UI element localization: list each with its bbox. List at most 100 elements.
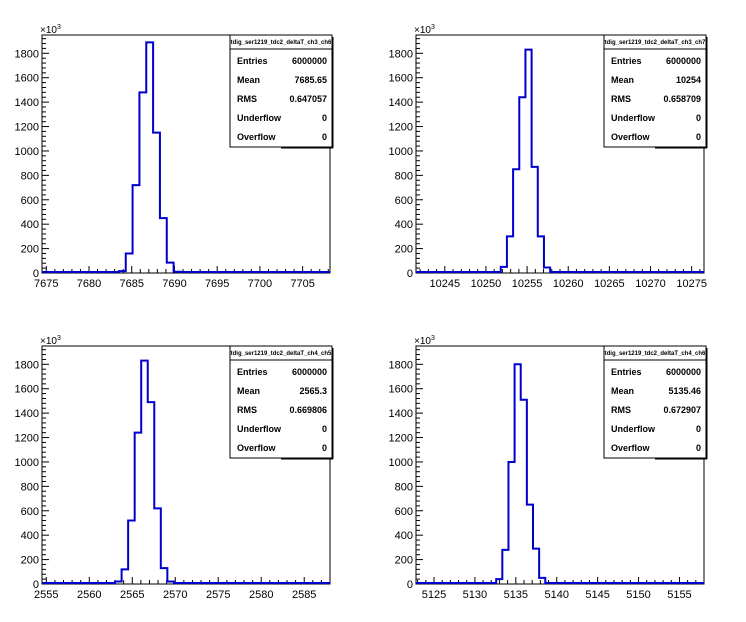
stats-label: Underflow	[237, 113, 282, 123]
y-tick-label: 600	[21, 506, 39, 518]
stats-value: 0	[322, 113, 327, 123]
y-tick-label: 1600	[389, 384, 413, 396]
x-tick-label: 10265	[594, 278, 625, 290]
stats-label: Overflow	[611, 443, 651, 453]
stats-label: RMS	[611, 94, 631, 104]
y-multiplier-label: ×103	[40, 335, 61, 347]
stats-value: 7685.65	[294, 75, 327, 85]
x-tick-label: 7675	[34, 278, 58, 290]
y-tick-label: 1800	[15, 48, 39, 60]
y-multiplier-label: ×103	[414, 24, 435, 36]
y-tick-label: 1600	[15, 384, 39, 396]
y-tick-label: 400	[395, 530, 413, 542]
histogram-title: tdig_ser1219_tdc2_deltaT_ch4_ch5	[231, 351, 332, 357]
x-tick-label: 10260	[553, 278, 584, 290]
x-tick-label: 2565	[120, 589, 144, 601]
stats-value: 0.669806	[289, 405, 327, 415]
stats-value: 5135.46	[668, 386, 701, 396]
y-tick-label: 200	[395, 555, 413, 567]
x-tick-label: 2560	[77, 589, 101, 601]
y-tick-label: 1200	[15, 433, 39, 445]
y-tick-label: 0	[407, 579, 413, 591]
stats-value: 0	[696, 113, 701, 123]
stats-label: Underflow	[611, 113, 656, 123]
stats-label: Overflow	[611, 132, 651, 142]
stats-value: 6000000	[666, 367, 701, 377]
x-tick-label: 10275	[676, 278, 707, 290]
x-tick-label: 7685	[119, 278, 143, 290]
x-tick-label: 7705	[290, 278, 314, 290]
y-tick-label: 1800	[15, 359, 39, 371]
stats-value: 0.658709	[663, 94, 701, 104]
x-tick-label: 5145	[585, 589, 609, 601]
y-tick-label: 1600	[389, 73, 413, 85]
y-tick-label: 1400	[389, 408, 413, 420]
y-tick-label: 1000	[15, 457, 39, 469]
y-tick-label: 1000	[15, 146, 39, 158]
y-tick-label: 400	[395, 219, 413, 231]
x-tick-label: 5150	[626, 589, 650, 601]
x-tick-label: 5140	[544, 589, 568, 601]
stats-label: Entries	[611, 56, 642, 66]
y-tick-label: 1200	[389, 122, 413, 134]
histogram-title: tdig_ser1219_tdc2_deltaT_ch3_ch7	[605, 40, 706, 46]
stats-box	[603, 34, 707, 148]
stats-label: Mean	[237, 75, 260, 85]
stats-label: Underflow	[237, 424, 282, 434]
stats-label: Mean	[237, 386, 260, 396]
stats-box	[603, 345, 707, 459]
histogram-line	[42, 41, 330, 273]
histogram-line	[42, 359, 330, 584]
y-tick-label: 800	[395, 481, 413, 493]
y-tick-label: 600	[395, 195, 413, 207]
y-tick-label: 200	[21, 555, 39, 567]
stats-label: Underflow	[611, 424, 656, 434]
histogram-pad-2: 0 200 400 600 800 1000 1200 1400 1600 1800 10245 10…	[389, 24, 708, 290]
x-tick-label: 10270	[635, 278, 666, 290]
y-tick-label: 0	[33, 268, 39, 280]
x-tick-label: 10245	[430, 278, 461, 290]
y-tick-label: 800	[21, 481, 39, 493]
y-tick-label: 1000	[389, 146, 413, 158]
stats-value: 0	[322, 424, 327, 434]
stats-value: 6000000	[292, 56, 327, 66]
x-tick-label: 7690	[162, 278, 186, 290]
y-multiplier-label: ×103	[414, 335, 435, 347]
y-tick-label: 1200	[15, 122, 39, 134]
y-tick-label: 1800	[389, 359, 413, 371]
y-tick-label: 400	[21, 219, 39, 231]
y-tick-label: 1200	[389, 433, 413, 445]
stats-box	[229, 34, 333, 148]
y-multiplier-label: ×103	[40, 24, 61, 36]
x-tick-label: 5125	[422, 589, 446, 601]
stats-value: 0	[696, 132, 701, 142]
stats-value: 0	[322, 132, 327, 142]
x-tick-label: 2585	[292, 589, 316, 601]
x-tick-label: 2580	[249, 589, 273, 601]
stats-value: 0	[322, 443, 327, 453]
stats-value: 2565.3	[299, 386, 327, 396]
y-tick-label: 800	[395, 170, 413, 182]
stats-label: Mean	[611, 75, 634, 85]
stats-value: 6000000	[666, 56, 701, 66]
stats-label: Overflow	[237, 132, 277, 142]
y-tick-label: 800	[21, 170, 39, 182]
stats-value: 0.647057	[289, 94, 327, 104]
y-tick-label: 1000	[389, 457, 413, 469]
stats-value: 10254	[676, 75, 701, 85]
histogram-title: tdig_ser1219_tdc2_deltaT_ch4_ch6	[605, 351, 706, 357]
y-tick-label: 200	[21, 244, 39, 256]
x-tick-label: 10250	[471, 278, 502, 290]
y-tick-label: 600	[395, 506, 413, 518]
stats-value: 0	[696, 443, 701, 453]
stats-value: 6000000	[292, 367, 327, 377]
y-tick-label: 1800	[389, 48, 413, 60]
x-tick-label: 2570	[163, 589, 187, 601]
x-tick-label: 2555	[34, 589, 58, 601]
x-tick-label: 10255	[512, 278, 543, 290]
y-tick-label: 400	[21, 530, 39, 542]
y-tick-label: 1600	[15, 73, 39, 85]
y-tick-label: 1400	[15, 97, 39, 109]
histogram-title: tdig_ser1219_tdc2_deltaT_ch3_ch6	[231, 40, 332, 46]
